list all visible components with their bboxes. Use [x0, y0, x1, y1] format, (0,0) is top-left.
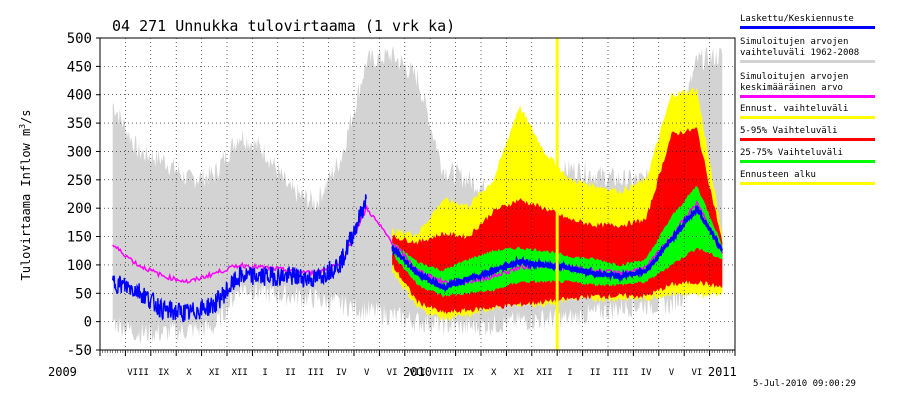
- legend-item: 25-75% Vaihteluväli: [740, 148, 880, 163]
- legend-item: Ennust. vaihteluväli: [740, 104, 880, 119]
- month-label: IX: [463, 368, 474, 378]
- y-tick-label: 250: [67, 173, 92, 189]
- legend-label: 5-95% Vaihteluväli: [740, 126, 838, 136]
- month-label: IX: [158, 368, 169, 378]
- y-tick-label: 150: [67, 230, 92, 246]
- series-lines-layer: [112, 38, 724, 350]
- legend-label: Laskettu/Keskiennuste: [740, 14, 854, 24]
- y-tick-label: 100: [67, 258, 92, 274]
- plot-frame: [99, 37, 736, 351]
- legend-swatch: [740, 60, 875, 63]
- legend-label: 25-75% Vaihteluväli: [740, 148, 843, 158]
- month-label: VII: [409, 368, 425, 378]
- month-label: XII: [232, 368, 248, 378]
- legend-swatch: [740, 95, 875, 98]
- y-tick-label: 200: [67, 201, 92, 217]
- legend-item: Laskettu/Keskiennuste: [740, 14, 880, 29]
- month-label: IV: [336, 368, 347, 378]
- y-tick-label: -50: [67, 343, 92, 359]
- legend-label: Ennust. vaihteluväli: [740, 104, 849, 114]
- legend-label: Simuloitujen arvojen keskimääräinen arvo: [740, 72, 849, 93]
- legend-item: Simuloitujen arvojen vaihteluväli 1962-2…: [740, 37, 880, 63]
- year-label: 2010: [403, 365, 432, 379]
- legend-item: Ennusteen alku: [740, 170, 880, 185]
- legend-swatch: [740, 138, 875, 141]
- legend-label: Simuloitujen arvojen vaihteluväli 1962-2…: [740, 37, 860, 58]
- month-label: V: [364, 368, 370, 378]
- month-label: X: [491, 368, 497, 378]
- month-label: I: [567, 368, 572, 378]
- chart-title: 04 271 Unnukka tulovirtaama (1 vrk ka): [112, 17, 455, 35]
- month-label: I: [262, 368, 267, 378]
- month-label: X: [186, 368, 192, 378]
- y-axis-label: Tulovirtaama Inflow m3/s: [18, 110, 33, 281]
- y-tick-label: 350: [67, 116, 92, 132]
- month-label: V: [669, 368, 675, 378]
- legend-swatch: [740, 160, 875, 163]
- month-label: II: [590, 368, 601, 378]
- month-label: III: [308, 368, 324, 378]
- timestamp: 5-Jul-2010 09:00:29: [753, 379, 856, 389]
- y-tick-label: 50: [75, 286, 92, 302]
- y-tick-label: 500: [67, 31, 92, 47]
- grid-layer: [99, 37, 736, 351]
- y-tick-label: 400: [67, 88, 92, 104]
- y-tick-label: 450: [67, 59, 92, 75]
- month-label: III: [613, 368, 629, 378]
- month-label: II: [285, 368, 296, 378]
- month-label: VI: [691, 368, 702, 378]
- month-label: XI: [209, 368, 220, 378]
- y-tick-label: 300: [67, 144, 92, 160]
- month-label: IV: [641, 368, 652, 378]
- observed-line: [112, 194, 367, 323]
- year-label: 2011: [708, 365, 737, 379]
- month-label: XII: [536, 368, 552, 378]
- month-label: XI: [514, 368, 525, 378]
- legend-label: Ennusteen alku: [740, 170, 816, 180]
- year-label: 2009: [48, 365, 77, 379]
- legend-swatch: [740, 116, 875, 119]
- month-label: VIII: [432, 368, 454, 378]
- legend-item: Simuloitujen arvojen keskimääräinen arvo: [740, 72, 880, 98]
- month-label: VI: [387, 368, 398, 378]
- month-label: VIII: [127, 368, 149, 378]
- legend-item: 5-95% Vaihteluväli: [740, 126, 880, 141]
- y-tick-label: 0: [84, 315, 92, 331]
- legend-swatch: [740, 182, 875, 185]
- legend-swatch: [740, 26, 875, 29]
